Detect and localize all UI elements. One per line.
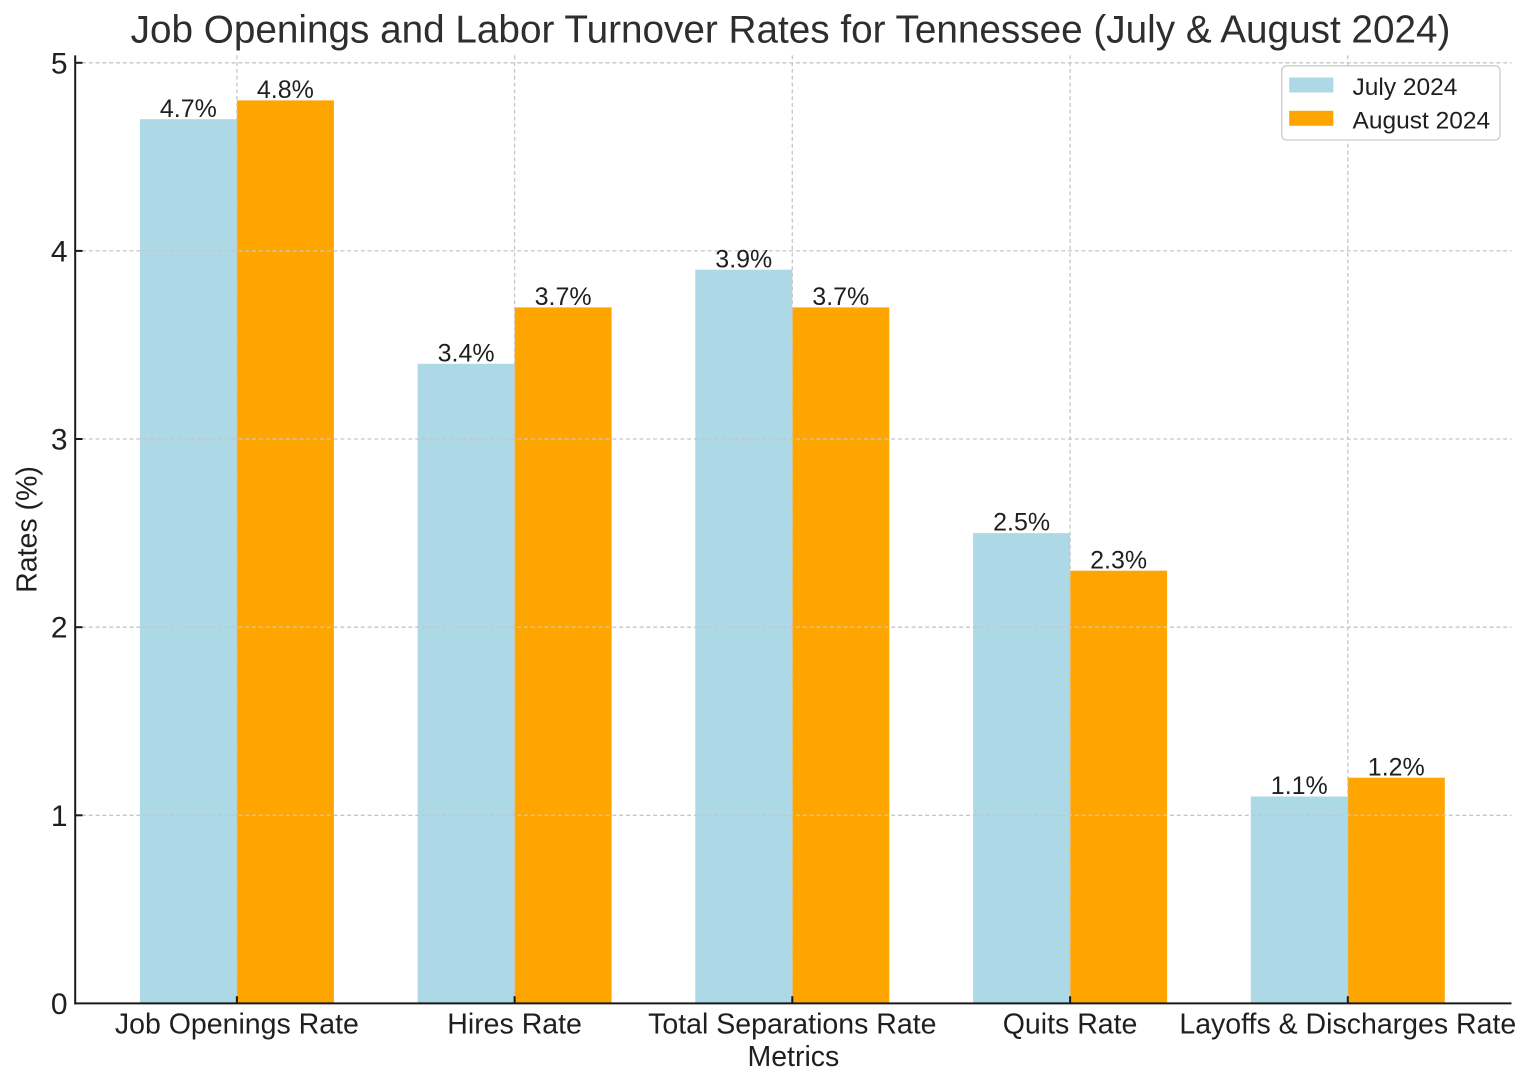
svg-text:3.4%: 3.4% [438, 339, 495, 367]
svg-text:3.7%: 3.7% [535, 283, 592, 311]
svg-text:4.8%: 4.8% [257, 76, 314, 104]
svg-text:3.9%: 3.9% [715, 245, 772, 273]
svg-text:Metrics: Metrics [747, 1041, 839, 1073]
svg-text:1.2%: 1.2% [1368, 753, 1425, 781]
svg-text:4.7%: 4.7% [160, 95, 217, 123]
svg-text:1.1%: 1.1% [1271, 772, 1328, 800]
svg-text:August 2024: August 2024 [1353, 107, 1491, 134]
svg-text:Job Openings and Labor Turnove: Job Openings and Labor Turnover Rates fo… [131, 8, 1451, 51]
svg-text:2.3%: 2.3% [1090, 546, 1147, 574]
svg-text:Layoffs & Discharges Rate: Layoffs & Discharges Rate [1179, 1009, 1516, 1041]
svg-text:0: 0 [51, 988, 68, 1021]
svg-text:4: 4 [51, 235, 68, 268]
svg-text:3.7%: 3.7% [812, 283, 869, 311]
svg-text:July 2024: July 2024 [1353, 74, 1458, 101]
svg-text:Quits Rate: Quits Rate [1003, 1009, 1138, 1041]
svg-text:Total Separations Rate: Total Separations Rate [648, 1009, 936, 1041]
svg-text:2: 2 [51, 612, 68, 645]
svg-text:5: 5 [51, 47, 68, 80]
svg-text:1: 1 [51, 800, 68, 833]
svg-text:3: 3 [51, 424, 68, 457]
svg-text:Hires Rate: Hires Rate [447, 1009, 582, 1041]
svg-text:Rates (%): Rates (%) [12, 466, 44, 593]
svg-text:2.5%: 2.5% [993, 509, 1050, 537]
svg-text:Job Openings Rate: Job Openings Rate [115, 1009, 359, 1041]
